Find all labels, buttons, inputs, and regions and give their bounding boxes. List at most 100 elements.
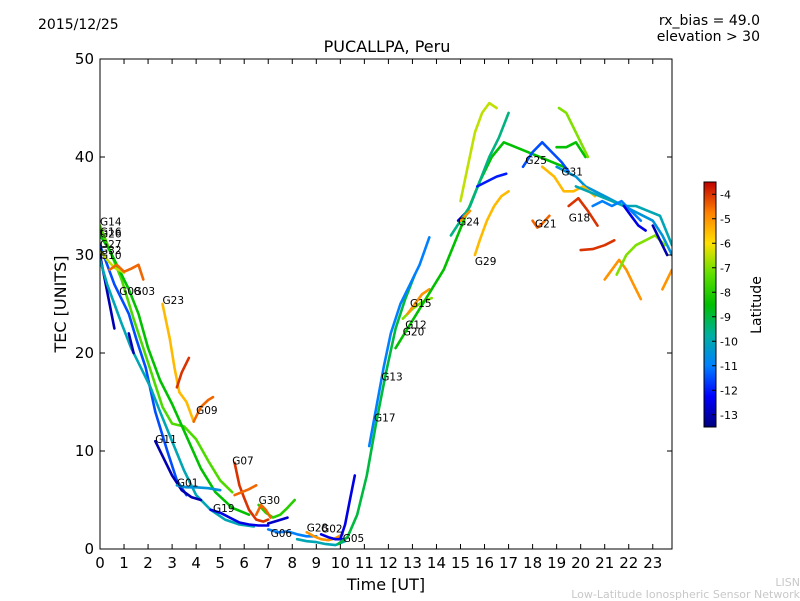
satellite-label-g31: G31 — [561, 167, 583, 179]
x-tick-label: 2 — [143, 554, 153, 572]
y-tick-label: 50 — [75, 50, 94, 68]
x-tick-label: 11 — [355, 554, 374, 572]
colorbar-tick-label: -13 — [720, 409, 738, 422]
x-tick-label: 21 — [595, 554, 614, 572]
satellite-label-g13: G13 — [381, 371, 403, 383]
x-tick-label: 20 — [571, 554, 590, 572]
series-line-g12 — [406, 287, 431, 316]
series-line-g13 — [367, 236, 431, 448]
series-line-g23b — [175, 356, 191, 389]
x-tick-label: 14 — [427, 554, 446, 572]
satellite-label-g11: G11 — [155, 434, 177, 446]
satellite-label-g27: G27 — [100, 239, 122, 251]
series-line-g32b — [622, 204, 647, 232]
x-tick-label: 12 — [379, 554, 398, 572]
series-line-g18c — [579, 239, 616, 252]
x-axis: 0 1 2 3 4 5 6 7 8 9 10 11 12 13 14 15 16 17 18 19 20 21 22 23 — [95, 59, 662, 572]
series-line-g29 — [473, 190, 510, 257]
series-line-g25 — [475, 172, 508, 188]
series-line-g27b — [651, 224, 669, 257]
satellite-label-g12: G12 — [405, 320, 427, 332]
colorbar-tick-label: -6 — [720, 237, 731, 250]
series-line-g21b — [540, 165, 597, 198]
series-line-g30b — [254, 503, 272, 519]
satellite-label-g07: G07 — [232, 456, 254, 468]
x-tick-label: 15 — [451, 554, 470, 572]
y-tick-label: 0 — [84, 540, 94, 558]
satellite-label-g28: G28 — [307, 522, 329, 534]
y-tick-label: 20 — [75, 344, 94, 362]
x-tick-label: 23 — [643, 554, 662, 572]
satellite-label-g01: G01 — [177, 477, 199, 489]
x-tick-label: 8 — [287, 554, 297, 572]
series-line-g26b — [591, 199, 643, 222]
satellite-label-g21: G21 — [535, 219, 557, 231]
series-line-g25c — [521, 141, 571, 173]
satellite-label-g16: G16 — [100, 226, 122, 238]
satellite-label-g26: G26 — [100, 228, 122, 240]
series-line-g01 — [175, 483, 222, 492]
satellite-label-g02: G02 — [321, 523, 343, 535]
y-tick-label: 30 — [75, 246, 94, 264]
colorbar-ticks: -4 -5 -6 -7 -8 -9 -10 -11 -12 -13 — [712, 188, 738, 422]
satellite-label-g25: G25 — [525, 155, 547, 167]
series-line-g30 — [257, 498, 297, 519]
credit-line-2: Low-Latitude Ionospheric Sensor Network — [571, 588, 800, 601]
x-tick-label: 0 — [95, 554, 105, 572]
satellite-label-g15: G15 — [410, 298, 432, 310]
x-tick-label: 1 — [119, 554, 129, 572]
series-line-g07 — [233, 461, 270, 523]
elevation-label: elevation > 30 — [656, 29, 760, 45]
satellite-label-g14: G14 — [100, 217, 122, 229]
series-line-g28 — [305, 530, 345, 542]
series-line-g11 — [154, 439, 203, 502]
series-line-g20 — [394, 141, 566, 350]
satellite-label-g08: G08 — [119, 286, 141, 298]
series-line-g21 — [531, 214, 551, 229]
x-tick-label: 7 — [263, 554, 273, 572]
series-line-g14 — [100, 224, 234, 494]
series-line-g06 — [266, 528, 318, 538]
satellite-label-g10: G10 — [100, 250, 122, 262]
colorbar-tick-label: -11 — [720, 360, 738, 373]
colorbar-tick-label: -10 — [720, 335, 738, 348]
satellite-label-g19: G19 — [213, 503, 235, 515]
rx-bias-label: rx_bias = 49.0 — [658, 13, 760, 29]
x-tick-label: 18 — [523, 554, 542, 572]
x-tick-label: 3 — [167, 554, 177, 572]
series-line-g06b — [266, 516, 289, 525]
series-line-g07b — [233, 483, 258, 497]
x-tick-label: 6 — [239, 554, 249, 572]
satellite-label-g09: G09 — [196, 405, 218, 417]
series-line-g10 — [100, 258, 256, 528]
satellite-label-g06: G06 — [271, 528, 293, 540]
series-line-g09 — [192, 395, 215, 423]
series-line-g31c — [557, 106, 590, 159]
satellite-label-g05: G05 — [343, 533, 365, 545]
colorbar-tick-label: -5 — [720, 213, 731, 226]
x-tick-label: 9 — [312, 554, 322, 572]
y-axis: 0 10 20 30 40 50 — [75, 50, 672, 558]
satellite-label-g32: G32 — [100, 245, 122, 257]
series-line-g19 — [209, 508, 270, 527]
y-tick-label: 40 — [75, 148, 94, 166]
series-line-g17 — [336, 273, 417, 546]
colorbar-tick-label: -7 — [720, 262, 731, 275]
credit-line-1: LISN — [775, 576, 800, 589]
colorbar-tick-label: -4 — [720, 188, 731, 201]
satellite-label-g18: G18 — [569, 213, 591, 225]
satellite-label-g03: G03 — [134, 286, 156, 298]
series-line-g08 — [108, 263, 145, 281]
x-tick-label: 4 — [191, 554, 201, 572]
x-tick-label: 19 — [547, 554, 566, 572]
series-line-g31b — [555, 141, 587, 159]
series-line-g18 — [567, 196, 599, 227]
series-line-g05b — [338, 474, 357, 541]
x-tick-label: 5 — [215, 554, 225, 572]
y-tick-label: 10 — [75, 442, 94, 460]
satellite-label-g23: G23 — [163, 295, 185, 307]
chart-title: PUCALLPA, Peru — [323, 37, 451, 56]
satellite-label-g30: G30 — [259, 495, 281, 507]
